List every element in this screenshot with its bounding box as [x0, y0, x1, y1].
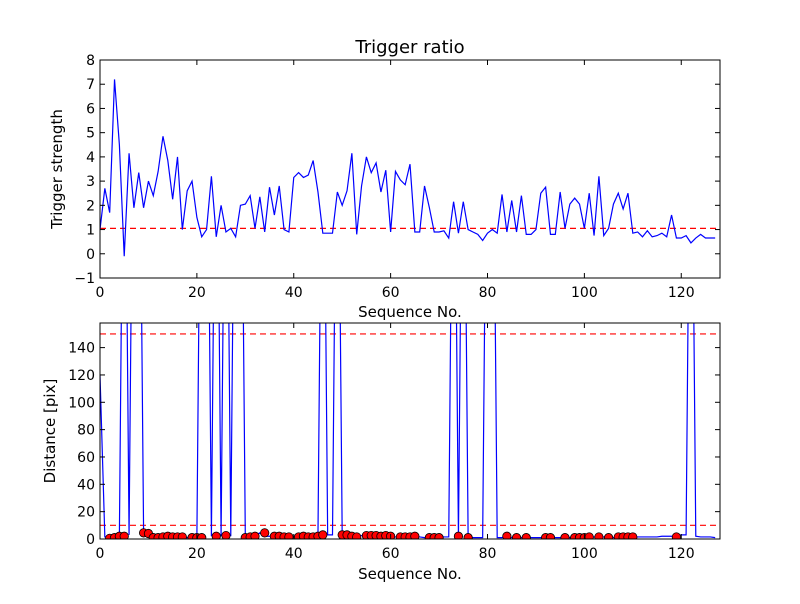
y-tick-label: 4	[86, 150, 95, 166]
data-line-series	[100, 79, 716, 257]
x-tick-label: 120	[668, 546, 695, 562]
x-tick-label: 40	[285, 546, 303, 562]
chart-title: Trigger ratio	[354, 37, 464, 58]
trigger-ratio-panel: Trigger ratio Sequence No. Trigger stren…	[48, 37, 721, 321]
x-axis-label: Sequence No.	[358, 565, 462, 583]
x-tick-label: 20	[188, 546, 206, 562]
data-point-marker	[594, 532, 604, 539]
y-tick-label: 80	[77, 423, 95, 439]
data-point-marker	[434, 533, 444, 539]
y-tick-label: 7	[86, 77, 95, 93]
x-tick-label: 100	[571, 285, 598, 301]
data-point-marker	[410, 531, 420, 539]
data-point-marker	[284, 532, 294, 539]
axes-frame	[99, 59, 721, 279]
x-tick-label: 120	[668, 285, 695, 301]
data-point-marker	[545, 533, 556, 539]
data-point-marker	[260, 528, 270, 538]
plot-content	[100, 79, 720, 257]
y-tick-label: 1	[86, 223, 95, 239]
axes-frame	[99, 322, 721, 540]
data-point-marker	[197, 533, 207, 539]
y-tick-label: 20	[77, 505, 95, 521]
data-point-marker	[453, 531, 464, 539]
plot-content	[100, 323, 720, 539]
data-point-marker	[502, 531, 512, 539]
data-point-marker	[119, 531, 129, 539]
data-point-marker	[221, 530, 231, 539]
y-tick-label: 0	[86, 532, 95, 548]
x-tick-label: 60	[382, 285, 400, 301]
y-tick-label: 2	[86, 198, 95, 214]
y-tick-label: 100	[68, 395, 95, 411]
x-tick-label: 0	[96, 285, 105, 301]
data-point-marker	[211, 531, 221, 539]
data-point-marker	[177, 532, 187, 539]
y-tick-label: 60	[77, 450, 95, 466]
y-tick-label: 3	[86, 174, 95, 190]
data-point-marker	[671, 532, 682, 539]
data-point-marker	[352, 532, 362, 539]
x-tick-label: 80	[479, 285, 497, 301]
data-point-marker	[318, 530, 328, 539]
data-point-marker	[511, 533, 522, 539]
y-tick-label: 140	[68, 341, 95, 357]
data-point-marker	[250, 531, 260, 539]
x-axis-label: Sequence No.	[358, 303, 462, 321]
x-tick-label: 100	[571, 546, 598, 562]
y-tick-label: 40	[77, 477, 95, 493]
x-tick-label: 80	[479, 546, 497, 562]
y-tick-label: −1	[74, 271, 95, 287]
y-tick-label: 6	[86, 101, 95, 117]
y-tick-label: 8	[86, 53, 95, 69]
x-tick-label: 60	[382, 546, 400, 562]
data-point-marker	[463, 533, 473, 539]
data-point-marker	[584, 532, 594, 539]
y-tick-label: 120	[68, 368, 95, 384]
x-tick-label: 20	[188, 285, 206, 301]
y-axis-label: Trigger strength	[48, 109, 66, 230]
y-axis-label: Distance [pix]	[41, 379, 59, 484]
x-tick-label: 0	[96, 546, 105, 562]
data-point-marker	[603, 533, 614, 539]
y-tick-label: 0	[86, 247, 95, 263]
y-tick-label: 5	[86, 126, 95, 142]
x-tick-label: 40	[285, 285, 303, 301]
data-point-marker	[560, 533, 570, 539]
distance-panel: Sequence No. Distance [pix] 0 20 40 60 80 100…	[41, 322, 721, 583]
data-point-marker	[521, 533, 531, 539]
data-point-marker	[628, 532, 638, 539]
